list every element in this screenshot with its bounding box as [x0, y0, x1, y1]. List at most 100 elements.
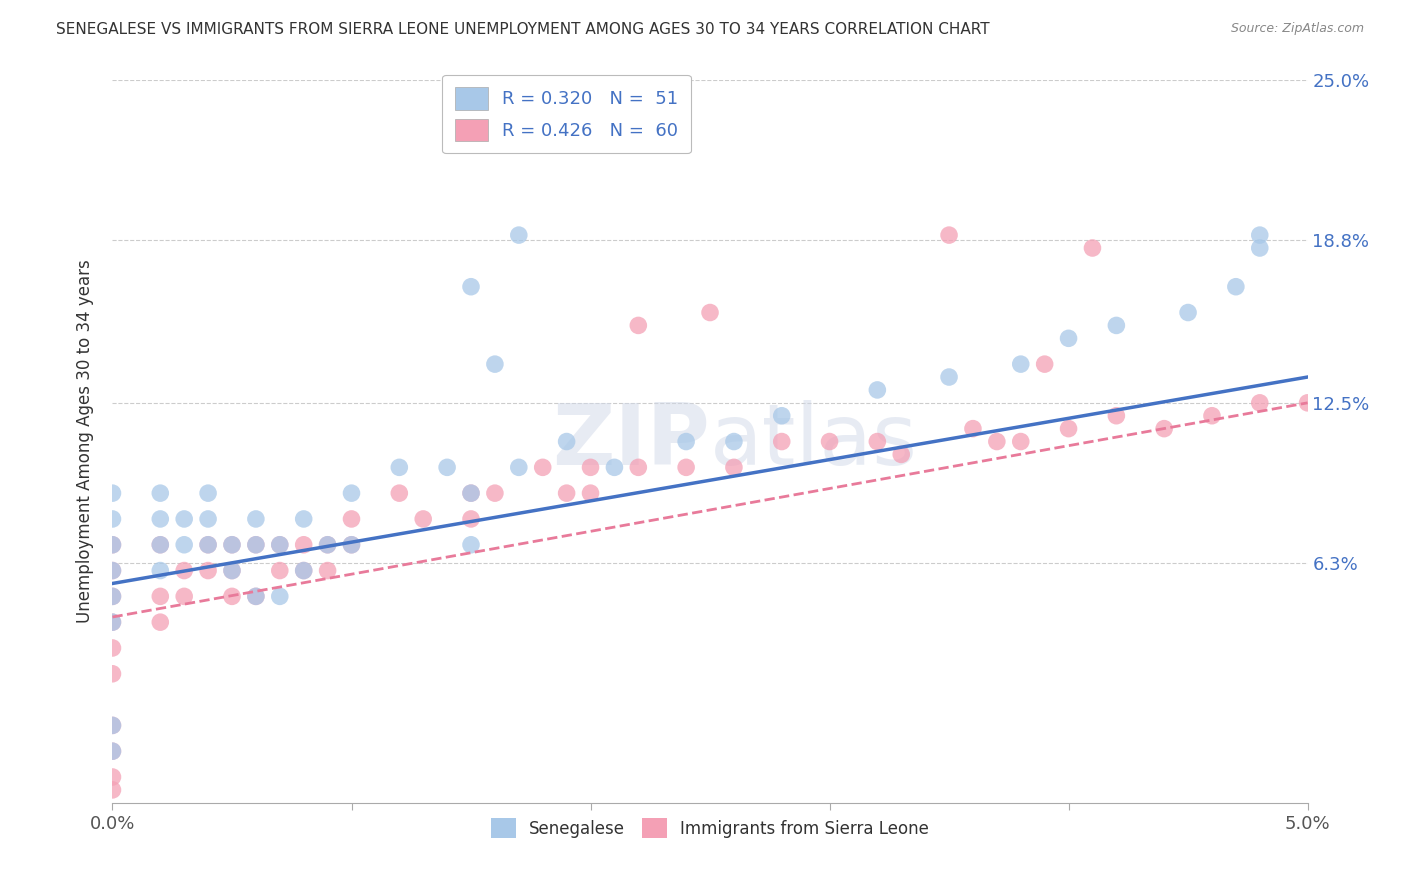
Point	[245, 538, 267, 552]
Point	[316, 538, 339, 552]
Point	[173, 590, 195, 604]
Point	[221, 564, 243, 578]
Point	[149, 486, 172, 500]
Point	[101, 744, 124, 758]
Point	[221, 538, 243, 552]
Point	[149, 512, 172, 526]
Point	[316, 538, 339, 552]
Point	[101, 783, 124, 797]
Point	[866, 434, 889, 449]
Point	[101, 538, 124, 552]
Point	[340, 486, 363, 500]
Point	[173, 564, 195, 578]
Point	[1249, 228, 1271, 243]
Point	[460, 279, 482, 293]
Point	[866, 383, 889, 397]
Point	[460, 486, 482, 500]
Point	[149, 590, 172, 604]
Point	[101, 615, 124, 630]
Point	[101, 590, 124, 604]
Point	[603, 460, 626, 475]
Point	[1153, 422, 1175, 436]
Point	[101, 770, 124, 784]
Point	[675, 460, 697, 475]
Point	[173, 538, 195, 552]
Point	[292, 564, 315, 578]
Point	[460, 486, 482, 500]
Point	[245, 538, 267, 552]
Point	[101, 640, 124, 655]
Point	[1057, 331, 1080, 345]
Point	[197, 538, 219, 552]
Point	[1225, 279, 1247, 293]
Point	[149, 615, 172, 630]
Point	[1201, 409, 1223, 423]
Point	[149, 538, 172, 552]
Point	[101, 564, 124, 578]
Point	[555, 434, 578, 449]
Point	[292, 512, 315, 526]
Point	[101, 718, 124, 732]
Text: SENEGALESE VS IMMIGRANTS FROM SIERRA LEONE UNEMPLOYMENT AMONG AGES 30 TO 34 YEAR: SENEGALESE VS IMMIGRANTS FROM SIERRA LEO…	[56, 22, 990, 37]
Point	[316, 564, 339, 578]
Point	[101, 615, 124, 630]
Point	[1081, 241, 1104, 255]
Point	[149, 538, 172, 552]
Point	[460, 538, 482, 552]
Point	[938, 228, 960, 243]
Point	[340, 538, 363, 552]
Text: atlas: atlas	[710, 400, 918, 483]
Point	[245, 590, 267, 604]
Point	[221, 538, 243, 552]
Point	[101, 512, 124, 526]
Point	[101, 590, 124, 604]
Point	[101, 486, 124, 500]
Point	[149, 564, 172, 578]
Point	[723, 434, 745, 449]
Point	[723, 460, 745, 475]
Point	[173, 512, 195, 526]
Point	[508, 460, 530, 475]
Point	[818, 434, 841, 449]
Point	[101, 564, 124, 578]
Point	[1033, 357, 1056, 371]
Point	[101, 666, 124, 681]
Point	[269, 538, 291, 552]
Legend: Senegalese, Immigrants from Sierra Leone: Senegalese, Immigrants from Sierra Leone	[484, 812, 936, 845]
Point	[1010, 434, 1032, 449]
Point	[770, 434, 793, 449]
Point	[579, 460, 602, 475]
Point	[460, 512, 482, 526]
Text: ZIP: ZIP	[553, 400, 710, 483]
Point	[938, 370, 960, 384]
Point	[770, 409, 793, 423]
Point	[484, 486, 506, 500]
Point	[555, 486, 578, 500]
Point	[388, 486, 411, 500]
Point	[1296, 396, 1319, 410]
Point	[1010, 357, 1032, 371]
Point	[1177, 305, 1199, 319]
Point	[197, 538, 219, 552]
Point	[508, 228, 530, 243]
Text: Source: ZipAtlas.com: Source: ZipAtlas.com	[1230, 22, 1364, 36]
Point	[245, 512, 267, 526]
Point	[986, 434, 1008, 449]
Point	[197, 564, 219, 578]
Point	[340, 538, 363, 552]
Point	[627, 460, 650, 475]
Point	[484, 357, 506, 371]
Point	[1057, 422, 1080, 436]
Point	[221, 590, 243, 604]
Point	[340, 512, 363, 526]
Point	[101, 538, 124, 552]
Point	[269, 564, 291, 578]
Point	[890, 447, 912, 461]
Point	[675, 434, 697, 449]
Point	[269, 590, 291, 604]
Point	[292, 538, 315, 552]
Point	[1105, 409, 1128, 423]
Point	[197, 512, 219, 526]
Point	[197, 486, 219, 500]
Point	[292, 564, 315, 578]
